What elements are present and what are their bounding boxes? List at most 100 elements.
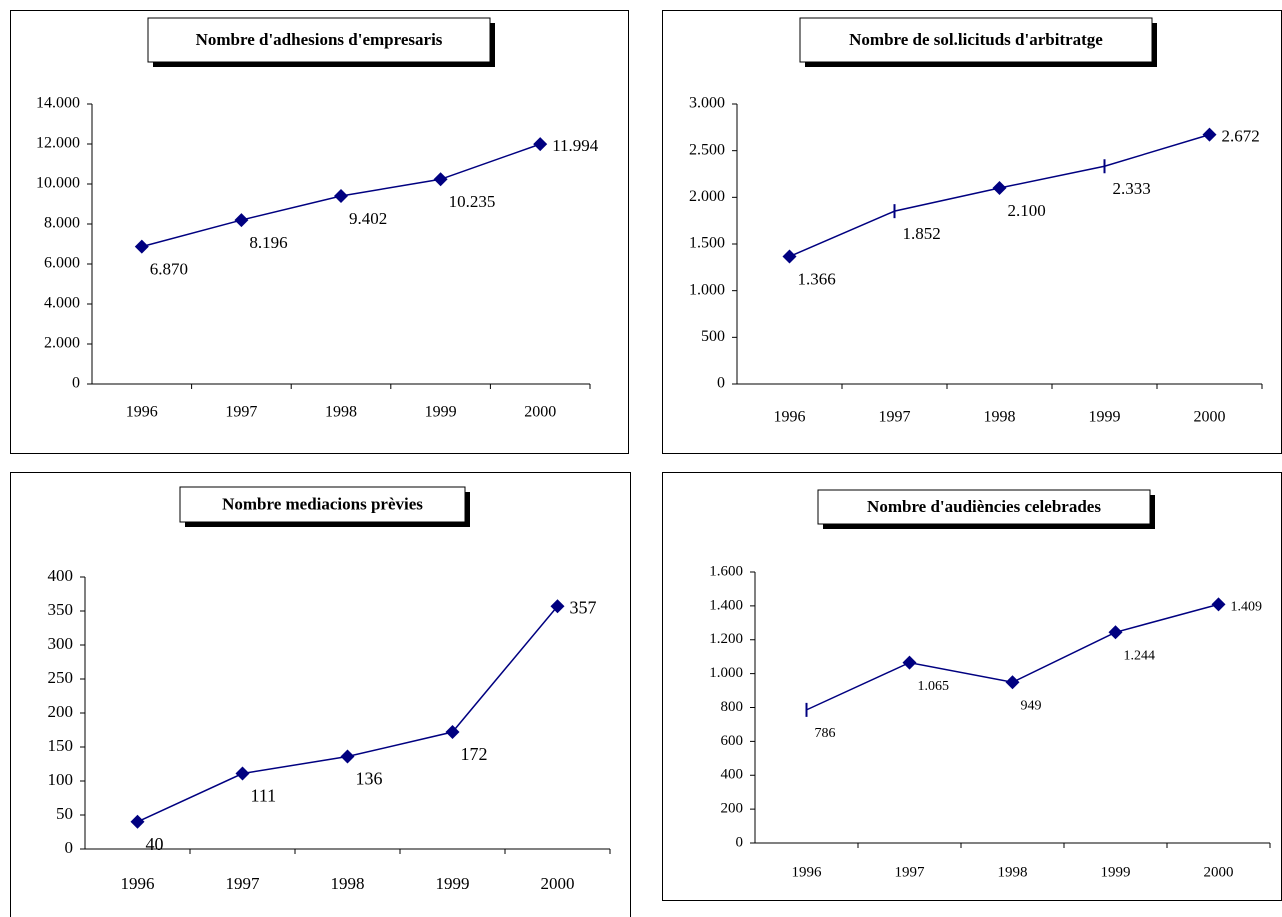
x-tick-label: 1996	[121, 874, 155, 893]
marker	[235, 766, 250, 781]
panel	[10, 472, 631, 917]
value-label: 111	[251, 786, 277, 806]
x-tick-label: 1998	[998, 864, 1028, 880]
marker	[1202, 127, 1217, 142]
marker	[445, 725, 460, 740]
x-tick-label: 2000	[524, 404, 556, 421]
marker	[533, 137, 548, 152]
chart-title: Nombre d'adhesions d'empresaris	[196, 30, 443, 49]
y-tick-label: 0	[717, 375, 725, 392]
y-tick-label: 2.500	[689, 141, 725, 158]
y-tick-label: 150	[48, 736, 74, 755]
title-box	[147, 17, 491, 63]
y-tick-label: 600	[721, 733, 744, 749]
x-tick-label: 1999	[436, 874, 470, 893]
y-tick-label: 4.000	[44, 295, 80, 312]
value-label: 2.100	[1008, 201, 1046, 220]
x-tick-label: 1997	[895, 864, 926, 880]
value-label: 1.244	[1124, 649, 1156, 664]
marker	[550, 599, 565, 614]
value-label: 1.409	[1231, 600, 1263, 615]
value-label: 9.402	[349, 209, 387, 228]
x-tick-label: 1998	[325, 404, 357, 421]
y-tick-label: 12.000	[36, 135, 80, 152]
marker	[234, 213, 249, 228]
x-tick-label: 1996	[774, 409, 806, 426]
y-tick-label: 8.000	[44, 215, 80, 232]
y-tick-label: 350	[48, 600, 74, 619]
line	[137, 605, 559, 823]
title-box	[799, 17, 1153, 63]
marker	[130, 814, 145, 829]
value-label: 11.994	[552, 136, 599, 155]
x-tick-label: 1996	[792, 864, 823, 880]
title-box	[817, 489, 1151, 525]
title-box	[179, 486, 466, 523]
y-tick-label: 1.500	[689, 235, 725, 252]
x-tick-label: 1998	[331, 874, 365, 893]
x-tick-label: 1999	[1101, 864, 1131, 880]
y-tick-label: 100	[48, 770, 74, 789]
y-tick-label: 1.400	[709, 597, 743, 613]
y-tick-label: 1.000	[709, 665, 743, 681]
y-tick-label: 6.000	[44, 255, 80, 272]
value-label: 1.852	[903, 224, 941, 243]
y-tick-label: 400	[721, 767, 744, 783]
marker	[902, 655, 917, 670]
value-label: 2.672	[1222, 127, 1260, 146]
chart-title: Nombre de sol.licituds d'arbitratge	[849, 30, 1103, 49]
y-tick-label: 800	[721, 699, 744, 715]
value-label: 1.366	[798, 269, 836, 288]
x-tick-label: 2000	[1204, 864, 1234, 880]
marker	[1005, 675, 1020, 690]
marker	[782, 249, 797, 264]
marker	[1211, 597, 1226, 612]
x-tick-label: 1999	[1089, 409, 1121, 426]
x-tick-label: 1997	[225, 404, 257, 421]
y-tick-label: 10.000	[36, 175, 80, 192]
y-tick-label: 300	[48, 634, 74, 653]
y-tick-label: 250	[48, 668, 74, 687]
value-label: 8.196	[249, 233, 287, 252]
x-tick-label: 1998	[984, 409, 1016, 426]
x-tick-label: 2000	[1194, 409, 1226, 426]
chart-title: Nombre d'audiències celebrades	[867, 497, 1101, 516]
x-tick-label: 1999	[425, 404, 457, 421]
value-label: 6.870	[150, 260, 188, 279]
value-label: 357	[570, 597, 597, 617]
value-label: 40	[146, 834, 164, 854]
x-tick-label: 1996	[126, 404, 158, 421]
x-tick-label: 2000	[541, 874, 575, 893]
y-tick-label: 400	[48, 566, 74, 585]
y-tick-label: 1.000	[689, 281, 725, 298]
x-tick-label: 1997	[879, 409, 911, 426]
marker	[334, 188, 348, 203]
marker	[340, 749, 355, 764]
y-tick-label: 200	[48, 702, 74, 721]
value-label: 136	[356, 769, 383, 789]
y-tick-label: 2.000	[44, 335, 80, 352]
value-label: 786	[815, 726, 836, 741]
y-tick-label: 14.000	[36, 95, 80, 112]
y-tick-label: 0	[65, 838, 74, 857]
marker	[433, 172, 448, 187]
x-tick-label: 1997	[226, 874, 261, 893]
value-label: 10.235	[449, 192, 496, 211]
y-tick-label: 1.600	[709, 563, 743, 579]
y-tick-label: 500	[701, 328, 725, 345]
y-tick-label: 200	[721, 801, 744, 817]
panel	[662, 10, 1282, 454]
panel	[10, 10, 629, 454]
value-label: 949	[1021, 698, 1042, 713]
y-tick-label: 2.000	[689, 188, 725, 205]
marker	[1108, 625, 1123, 640]
marker	[992, 181, 1007, 195]
value-label: 172	[461, 744, 488, 764]
line	[806, 603, 1219, 711]
y-tick-label: 1.200	[709, 631, 743, 647]
value-label: 2.333	[1113, 179, 1151, 198]
marker	[134, 239, 149, 254]
y-tick-label: 3.000	[689, 95, 725, 112]
y-tick-label: 0	[736, 834, 744, 850]
